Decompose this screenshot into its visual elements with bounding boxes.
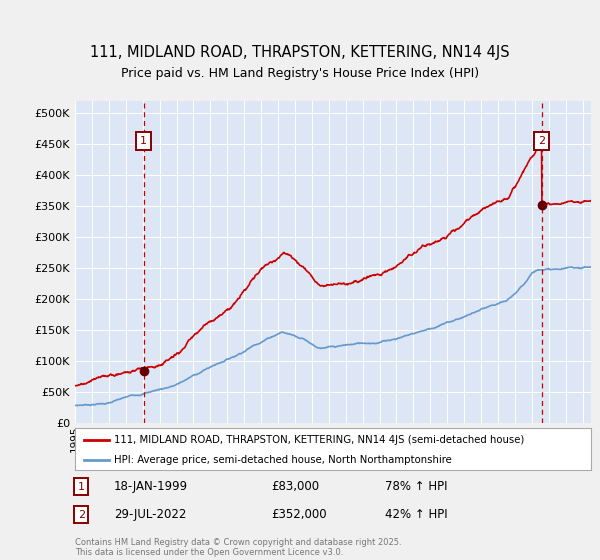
Text: 1: 1 — [140, 136, 147, 146]
Text: 111, MIDLAND ROAD, THRAPSTON, KETTERING, NN14 4JS (semi-detached house): 111, MIDLAND ROAD, THRAPSTON, KETTERING,… — [114, 435, 524, 445]
Text: 18-JAN-1999: 18-JAN-1999 — [114, 480, 188, 493]
Text: 2: 2 — [77, 510, 85, 520]
Text: Price paid vs. HM Land Registry's House Price Index (HPI): Price paid vs. HM Land Registry's House … — [121, 67, 479, 80]
Text: £352,000: £352,000 — [271, 508, 327, 521]
Text: 29-JUL-2022: 29-JUL-2022 — [114, 508, 186, 521]
Text: Contains HM Land Registry data © Crown copyright and database right 2025.
This d: Contains HM Land Registry data © Crown c… — [75, 538, 401, 557]
Text: £83,000: £83,000 — [271, 480, 319, 493]
Text: 42% ↑ HPI: 42% ↑ HPI — [385, 508, 447, 521]
Text: 2: 2 — [538, 136, 545, 146]
Text: 111, MIDLAND ROAD, THRAPSTON, KETTERING, NN14 4JS: 111, MIDLAND ROAD, THRAPSTON, KETTERING,… — [90, 45, 510, 60]
Text: 1: 1 — [77, 482, 85, 492]
Text: 78% ↑ HPI: 78% ↑ HPI — [385, 480, 447, 493]
Text: HPI: Average price, semi-detached house, North Northamptonshire: HPI: Average price, semi-detached house,… — [114, 455, 451, 465]
